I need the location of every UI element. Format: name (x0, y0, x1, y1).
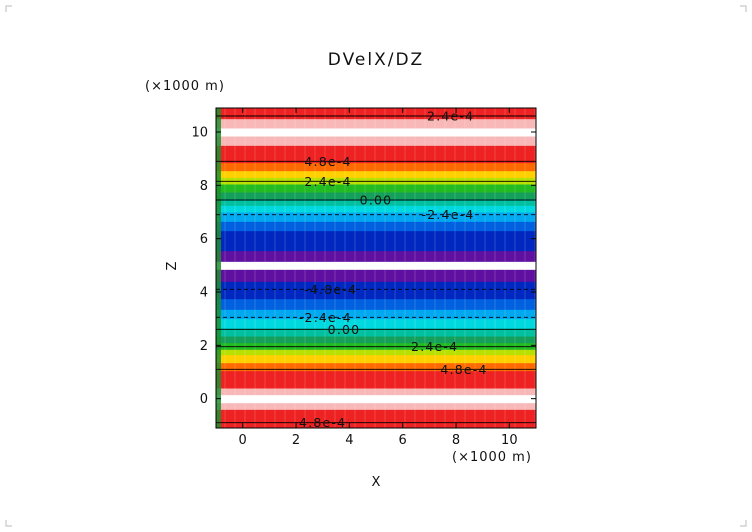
y-tick-label-5: 10 (191, 126, 208, 141)
band-22 (216, 198, 536, 206)
y-tick-label-0: 0 (200, 392, 208, 407)
band-21 (216, 205, 536, 213)
band-7 (216, 349, 536, 356)
band-6 (216, 354, 536, 364)
band-3 (216, 388, 536, 396)
band-24 (216, 184, 536, 193)
x-tick-label-4: 8 (452, 433, 460, 448)
contour-label-5: -4.8e-4 (304, 282, 357, 297)
x-tick-label-1: 2 (292, 433, 300, 448)
band-4 (216, 370, 536, 389)
x-tick-label-3: 6 (399, 433, 407, 448)
chart-title: DVelX/DZ (328, 50, 424, 70)
band-17 (216, 250, 536, 262)
band-18 (216, 230, 536, 252)
band-12 (216, 309, 536, 320)
band-27 (216, 162, 536, 172)
y-unit-label: (×1000 m) (145, 79, 225, 94)
band-5 (216, 362, 536, 372)
band-28 (216, 145, 536, 164)
band-0 (216, 409, 536, 429)
band-14 (216, 281, 536, 300)
contour-label-8: 2.4e-4 (304, 174, 351, 189)
contour-label-9: 4.8e-4 (304, 154, 351, 169)
x-tick-label-5: 10 (501, 433, 518, 448)
band-26 (216, 170, 536, 178)
contour-label-2: 2.4e-4 (411, 339, 458, 354)
band-19 (216, 221, 536, 232)
band-1 (216, 402, 536, 410)
band-11 (216, 318, 536, 329)
contour-label-0: 4.8e-4 (299, 415, 346, 430)
band-9 (216, 336, 536, 344)
y-tick-label-3: 6 (200, 232, 208, 247)
y-tick-label-2: 4 (200, 286, 208, 301)
left-edge-strip (216, 108, 221, 428)
axis-ticks: 0 2 4 6 8 10 0 2 4 6 8 10 (191, 108, 536, 448)
x-unit-label: (×1000 m) (452, 450, 532, 465)
band-10 (216, 328, 536, 337)
band-13 (216, 298, 536, 310)
y-axis-label: Z (165, 261, 180, 270)
contour-label-1: 4.8e-4 (440, 362, 487, 377)
band-30 (216, 128, 536, 137)
crop-marks (5, 5, 747, 527)
contour-label-7: 0.00 (360, 193, 393, 208)
band-23 (216, 192, 536, 200)
x-tick-label-0: 0 (239, 433, 247, 448)
x-axis-label: X (372, 475, 381, 490)
band-15 (216, 269, 536, 282)
y-tick-label-4: 8 (200, 179, 208, 194)
y-tick-label-1: 2 (200, 339, 208, 354)
band-2 (216, 394, 536, 404)
band-16 (216, 261, 536, 270)
plot-frame (215, 107, 537, 429)
contour-label-3: 0.00 (328, 322, 361, 337)
band-32 (216, 108, 536, 120)
x-tick-label-2: 4 (345, 433, 353, 448)
band-29 (216, 136, 536, 146)
band-20 (216, 212, 536, 222)
contour-label-4: -2.4e-4 (299, 310, 352, 325)
contour-label-6: -2.4e-4 (422, 207, 475, 222)
contour-label-10: 2.4e-4 (427, 109, 474, 124)
plot-area: 4.8e-44.8e-42.4e-40.00-2.4e-4-4.8e-4-2.4… (215, 107, 537, 430)
band-31 (216, 118, 536, 129)
